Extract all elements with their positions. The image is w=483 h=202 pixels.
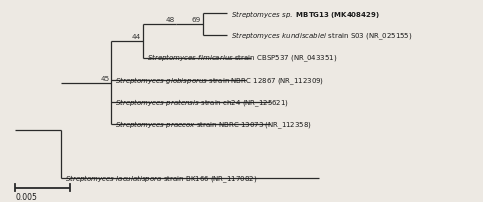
Text: 0.005: 0.005 (15, 192, 37, 201)
Text: $\it{Streptomyces\ globisporus}$ strain NBRC 12867 (NR_112309): $\it{Streptomyces\ globisporus}$ strain … (115, 75, 325, 86)
Text: $\it{Streptomyces\ laculatispora}$ strain BK166 (NR_117082): $\it{Streptomyces\ laculatispora}$ strai… (65, 173, 257, 184)
Text: 44: 44 (131, 34, 141, 40)
Text: $\it{Streptomyces\ praecox}$ strain NBRC 13073 (NR_112358): $\it{Streptomyces\ praecox}$ strain NBRC… (115, 119, 313, 130)
Text: 48: 48 (165, 17, 174, 23)
Text: $\mathbf{\mathit{Streptomyces}}$ $\mathbf{\mathit{sp.}}$ $\mathbf{MBTG13}$ $\mat: $\mathbf{\mathit{Streptomyces}}$ $\mathb… (231, 9, 380, 20)
Text: 45: 45 (100, 75, 110, 81)
Text: $\it{Streptomyces\ pratensis}$ strain ch24 (NR_125621): $\it{Streptomyces\ pratensis}$ strain ch… (115, 97, 289, 108)
Text: $\it{Streptomyces\ kundiscabiei}$ strain S03 (NR_025155): $\it{Streptomyces\ kundiscabiei}$ strain… (231, 31, 412, 42)
Text: 69: 69 (192, 17, 201, 23)
Text: $\it{Streptomyces\ fimicarius}$ strain CBSP537 (NR_043351): $\it{Streptomyces\ fimicarius}$ strain C… (147, 53, 337, 64)
